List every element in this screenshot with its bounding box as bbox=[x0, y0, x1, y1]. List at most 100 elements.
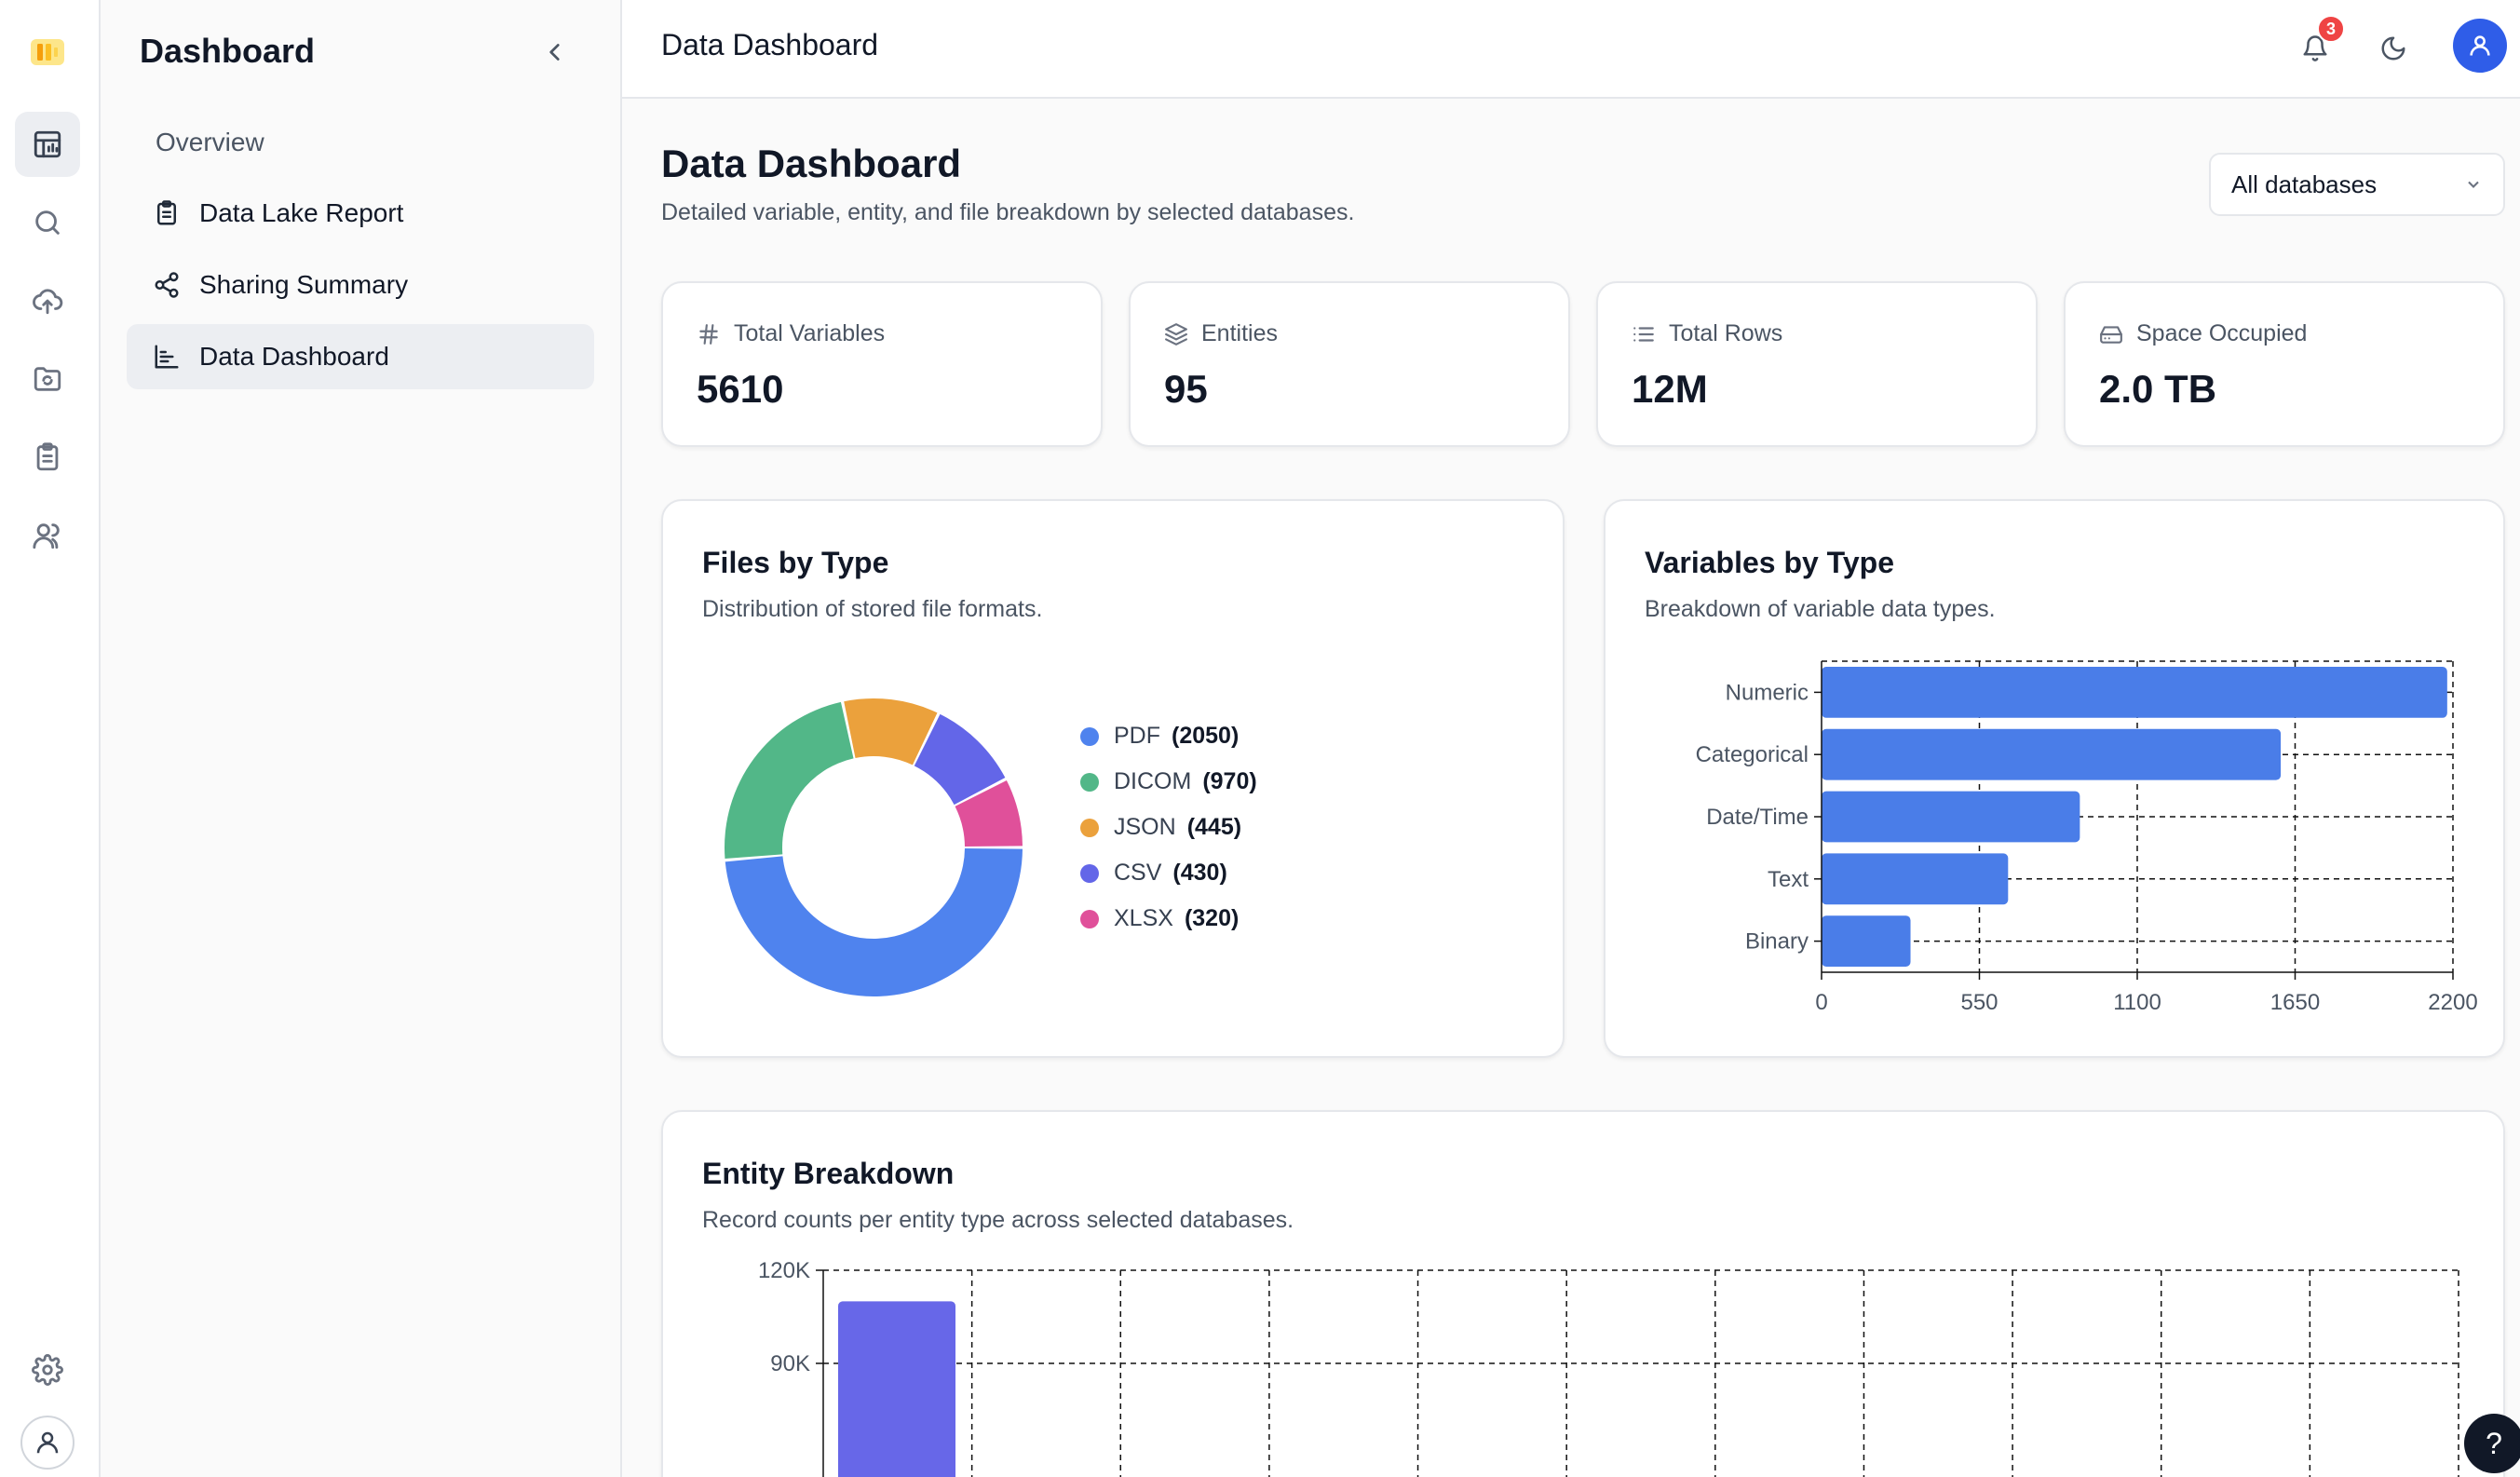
legend-count: (430) bbox=[1172, 860, 1227, 886]
bar-binary[interactable] bbox=[1822, 915, 1911, 967]
y-tick-label: Date/Time bbox=[1706, 805, 1809, 830]
users-nav-button[interactable] bbox=[15, 503, 80, 568]
stat-card-space-occupied: Space Occupied 2.0 TB bbox=[2064, 281, 2505, 447]
variables-by-type-card: Variables by Type Breakdown of variable … bbox=[1604, 499, 2505, 1058]
notification-badge: 3 bbox=[2317, 15, 2345, 43]
stat-label: Space Occupied bbox=[2136, 320, 2308, 346]
bell-icon bbox=[2303, 35, 2327, 61]
chevron-down-icon bbox=[2468, 181, 2479, 188]
card-title: Files by Type bbox=[702, 546, 889, 579]
user-icon bbox=[36, 1431, 59, 1454]
legend-dot bbox=[1080, 726, 1099, 746]
legend-item-dicom[interactable]: DICOM (970) bbox=[1080, 759, 1257, 805]
database-select-value: All databases bbox=[2231, 169, 2378, 198]
legend-label: JSON bbox=[1114, 814, 1176, 840]
variables-bar-chart: 0 550 1100 1650 2200 Numeric Categorical Date/T… bbox=[1696, 660, 2478, 1015]
bar-chart-icon bbox=[155, 345, 179, 369]
settings-nav-button[interactable] bbox=[15, 1337, 80, 1402]
sidebar-item-sharing-summary[interactable]: Sharing Summary bbox=[127, 252, 594, 318]
report-nav-button[interactable] bbox=[15, 425, 80, 490]
user-menu-button[interactable] bbox=[2453, 19, 2507, 73]
sidebar-item-overview[interactable]: Overview bbox=[156, 128, 264, 156]
card-subtitle: Distribution of stored file formats. bbox=[702, 596, 1043, 622]
upload-nav-button[interactable] bbox=[15, 268, 80, 333]
clipboard-icon bbox=[157, 200, 176, 225]
stat-value: 2.0 TB bbox=[2099, 367, 2217, 411]
x-tick-label: 1100 bbox=[2113, 990, 2161, 1015]
donut-slice-csv[interactable] bbox=[914, 713, 1006, 806]
collapse-sidebar-button[interactable] bbox=[538, 35, 572, 69]
sidebar-item-label: Sharing Summary bbox=[199, 270, 409, 299]
y-tick-label: 120K bbox=[758, 1258, 810, 1283]
folder-sync-nav-button[interactable] bbox=[15, 346, 80, 412]
legend-label: CSV bbox=[1114, 860, 1162, 886]
bar-numeric[interactable] bbox=[1822, 667, 2447, 718]
stat-card-total-variables: Total Variables 5610 bbox=[661, 281, 1103, 447]
legend-label: PDF bbox=[1114, 723, 1160, 749]
dashboard-nav-button[interactable] bbox=[15, 112, 80, 177]
legend-dot bbox=[1080, 909, 1099, 928]
top-bar: Data Dashboard 3 bbox=[622, 0, 2520, 99]
x-tick-label: 0 bbox=[1815, 990, 1827, 1015]
moon-icon bbox=[2381, 36, 2405, 61]
clipboard-icon bbox=[36, 442, 59, 471]
legend-count: (970) bbox=[1202, 768, 1257, 794]
bar-categorical[interactable] bbox=[1822, 728, 2282, 780]
legend-dot bbox=[1080, 772, 1099, 792]
sidebar-item-data-lake-report[interactable]: Data Lake Report bbox=[127, 181, 594, 246]
card-subtitle: Breakdown of variable data types. bbox=[1645, 596, 1996, 622]
folder-sync-icon bbox=[34, 367, 61, 391]
legend-count: (320) bbox=[1184, 905, 1240, 931]
stat-label: Total Variables bbox=[734, 320, 886, 346]
sidebar-item-label: Data Lake Report bbox=[199, 198, 404, 227]
stat-value: 5610 bbox=[697, 367, 784, 411]
list-icon bbox=[1633, 326, 1654, 342]
search-nav-button[interactable] bbox=[15, 190, 80, 255]
x-tick-label: 2200 bbox=[2428, 990, 2477, 1015]
y-tick-label: Categorical bbox=[1696, 742, 1809, 767]
legend-count: (2050) bbox=[1172, 723, 1240, 749]
bar-datetime[interactable] bbox=[1822, 791, 2080, 843]
legend-dot bbox=[1080, 863, 1099, 883]
notifications-button[interactable]: 3 bbox=[2293, 15, 2345, 71]
theme-toggle-button[interactable] bbox=[2371, 26, 2416, 71]
donut-slice-json[interactable] bbox=[844, 698, 938, 766]
sidebar-item-label: Data Dashboard bbox=[199, 342, 389, 371]
chevron-left-icon bbox=[549, 44, 560, 61]
entity-bar[interactable] bbox=[838, 1301, 955, 1477]
donut-slice-xlsx[interactable] bbox=[955, 780, 1023, 847]
app-logo[interactable] bbox=[31, 37, 64, 67]
hard-drive-icon bbox=[2100, 325, 2122, 344]
card-title: Variables by Type bbox=[1645, 546, 1894, 579]
help-button[interactable]: ? bbox=[2464, 1414, 2520, 1473]
y-tick-label: Text bbox=[1768, 867, 1809, 892]
legend-item-csv[interactable]: CSV (430) bbox=[1080, 850, 1257, 896]
bar-text[interactable] bbox=[1822, 853, 2009, 905]
stat-label: Total Rows bbox=[1669, 320, 1783, 346]
files-by-type-card: Files by Type Distribution of stored fil… bbox=[661, 499, 1565, 1058]
card-subtitle: Record counts per entity type across sel… bbox=[702, 1207, 1294, 1233]
legend-item-xlsx[interactable]: XLSX (320) bbox=[1080, 896, 1257, 942]
files-donut-chart bbox=[725, 698, 1023, 997]
legend-label: XLSX bbox=[1114, 905, 1173, 931]
profile-avatar-button[interactable] bbox=[20, 1416, 75, 1470]
legend-item-pdf[interactable]: PDF (2050) bbox=[1080, 713, 1257, 759]
donut-slice-dicom[interactable] bbox=[725, 701, 854, 860]
topbar-title: Data Dashboard bbox=[661, 28, 879, 61]
legend-label: DICOM bbox=[1114, 768, 1192, 794]
users-icon bbox=[33, 523, 60, 549]
database-select[interactable]: All databases bbox=[2209, 153, 2505, 216]
y-tick-label: 90K bbox=[770, 1351, 810, 1376]
legend-item-json[interactable]: JSON (445) bbox=[1080, 805, 1257, 850]
stat-card-total-rows: Total Rows 12M bbox=[1596, 281, 2038, 447]
cloud-upload-icon bbox=[33, 289, 63, 315]
stat-value: 95 bbox=[1164, 367, 1208, 411]
x-tick-label: 1650 bbox=[2270, 990, 2320, 1015]
hash-icon bbox=[699, 323, 718, 345]
sidebar-item-data-dashboard[interactable]: Data Dashboard bbox=[127, 324, 594, 389]
search-icon bbox=[35, 210, 60, 235]
layers-icon bbox=[1165, 322, 1187, 346]
entity-bar-chart: 120K 90K bbox=[758, 1258, 2459, 1477]
donut-slice-pdf[interactable] bbox=[725, 848, 1023, 997]
legend-count: (445) bbox=[1186, 814, 1242, 840]
